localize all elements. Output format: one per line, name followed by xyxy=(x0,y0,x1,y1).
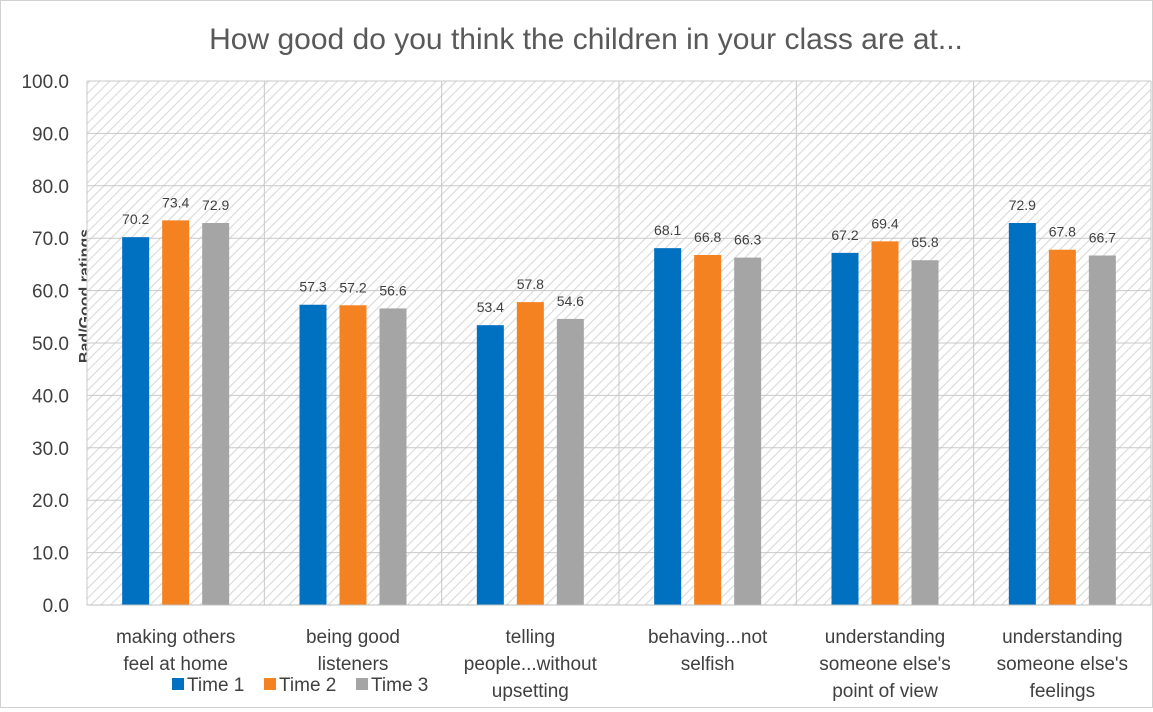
legend-swatch xyxy=(356,678,368,690)
x-category-label: being good xyxy=(306,627,400,648)
data-label: 57.3 xyxy=(299,279,326,295)
data-label: 69.4 xyxy=(871,215,898,231)
bar-time-3 xyxy=(556,318,584,605)
x-category-label: upsetting xyxy=(492,681,569,702)
legend-swatch xyxy=(172,678,184,690)
bar-time-2 xyxy=(516,302,544,605)
data-label: 66.3 xyxy=(734,232,761,248)
bar-time-1 xyxy=(1008,223,1036,605)
data-label: 73.4 xyxy=(162,194,189,210)
legend-label: Time 1 xyxy=(187,675,244,696)
y-tick-label: 20.0 xyxy=(32,491,69,512)
x-category-label: making others xyxy=(116,627,235,648)
y-tick-label: 10.0 xyxy=(32,544,69,565)
x-category-label: telling xyxy=(506,627,556,648)
data-label: 72.9 xyxy=(202,197,229,213)
y-tick-label: 0.0 xyxy=(43,596,69,617)
y-tick-label: 30.0 xyxy=(32,439,69,460)
x-category-label: listeners xyxy=(318,654,389,675)
legend-swatch xyxy=(264,678,276,690)
legend: Time 1 Time 2 Time 3 xyxy=(172,675,428,696)
legend-label: Time 2 xyxy=(279,675,336,696)
legend-label: Time 3 xyxy=(371,675,428,696)
bar-time-3 xyxy=(379,308,407,605)
y-tick-label: 70.0 xyxy=(32,229,69,250)
bar-time-2 xyxy=(1048,249,1076,605)
bar-time-1 xyxy=(476,325,504,605)
bar-time-3 xyxy=(911,260,939,605)
bar-time-3 xyxy=(1088,255,1116,605)
bar-time-2 xyxy=(162,220,190,605)
data-label: 57.2 xyxy=(339,279,366,295)
bar-time-2 xyxy=(339,305,367,605)
x-category-label: behaving...not xyxy=(648,627,768,648)
x-category-label: people...without xyxy=(464,654,598,675)
bar-time-2 xyxy=(871,241,899,605)
y-tick-label: 80.0 xyxy=(32,177,69,198)
data-label: 53.4 xyxy=(477,299,504,315)
y-tick-label: 60.0 xyxy=(32,282,69,303)
y-tick-label: 90.0 xyxy=(32,124,69,145)
x-category-label: someone else's xyxy=(997,654,1128,675)
bar-time-1 xyxy=(122,237,150,606)
x-category-label: feel at home xyxy=(123,654,228,675)
y-tick-label: 50.0 xyxy=(32,334,69,355)
data-label: 70.2 xyxy=(122,211,149,227)
bar-time-1 xyxy=(654,248,682,605)
y-tick-label: 100.0 xyxy=(21,72,69,93)
data-label: 57.8 xyxy=(517,276,544,292)
bar-time-1 xyxy=(299,304,327,605)
x-category-label: selfish xyxy=(681,654,735,675)
data-label: 72.9 xyxy=(1009,197,1036,213)
x-category-label: understanding xyxy=(1002,627,1122,648)
data-label: 66.8 xyxy=(694,229,721,245)
data-label: 67.2 xyxy=(831,227,858,243)
plot-area: 0.0 10.0 20.0 30.0 40.0 50.0 60.0 70.0 80.0 90.0 1… xyxy=(21,72,1152,702)
bar-time-3 xyxy=(734,257,762,605)
data-label: 56.6 xyxy=(379,282,406,298)
bar-time-1 xyxy=(831,252,859,605)
data-label: 67.8 xyxy=(1049,224,1076,240)
x-category-label: someone else's xyxy=(819,654,950,675)
data-label: 65.8 xyxy=(911,234,938,250)
chart-title: How good do you think the children in yo… xyxy=(209,23,963,56)
data-label: 66.7 xyxy=(1089,229,1116,245)
data-label: 54.6 xyxy=(557,293,584,309)
bar-time-3 xyxy=(202,223,230,605)
bar-time-2 xyxy=(694,254,722,605)
x-category-label: point of view xyxy=(832,681,938,702)
x-category-label: understanding xyxy=(825,627,945,648)
y-tick-label: 40.0 xyxy=(32,386,69,407)
data-label: 68.1 xyxy=(654,222,681,238)
x-category-label: feelings xyxy=(1030,681,1096,702)
